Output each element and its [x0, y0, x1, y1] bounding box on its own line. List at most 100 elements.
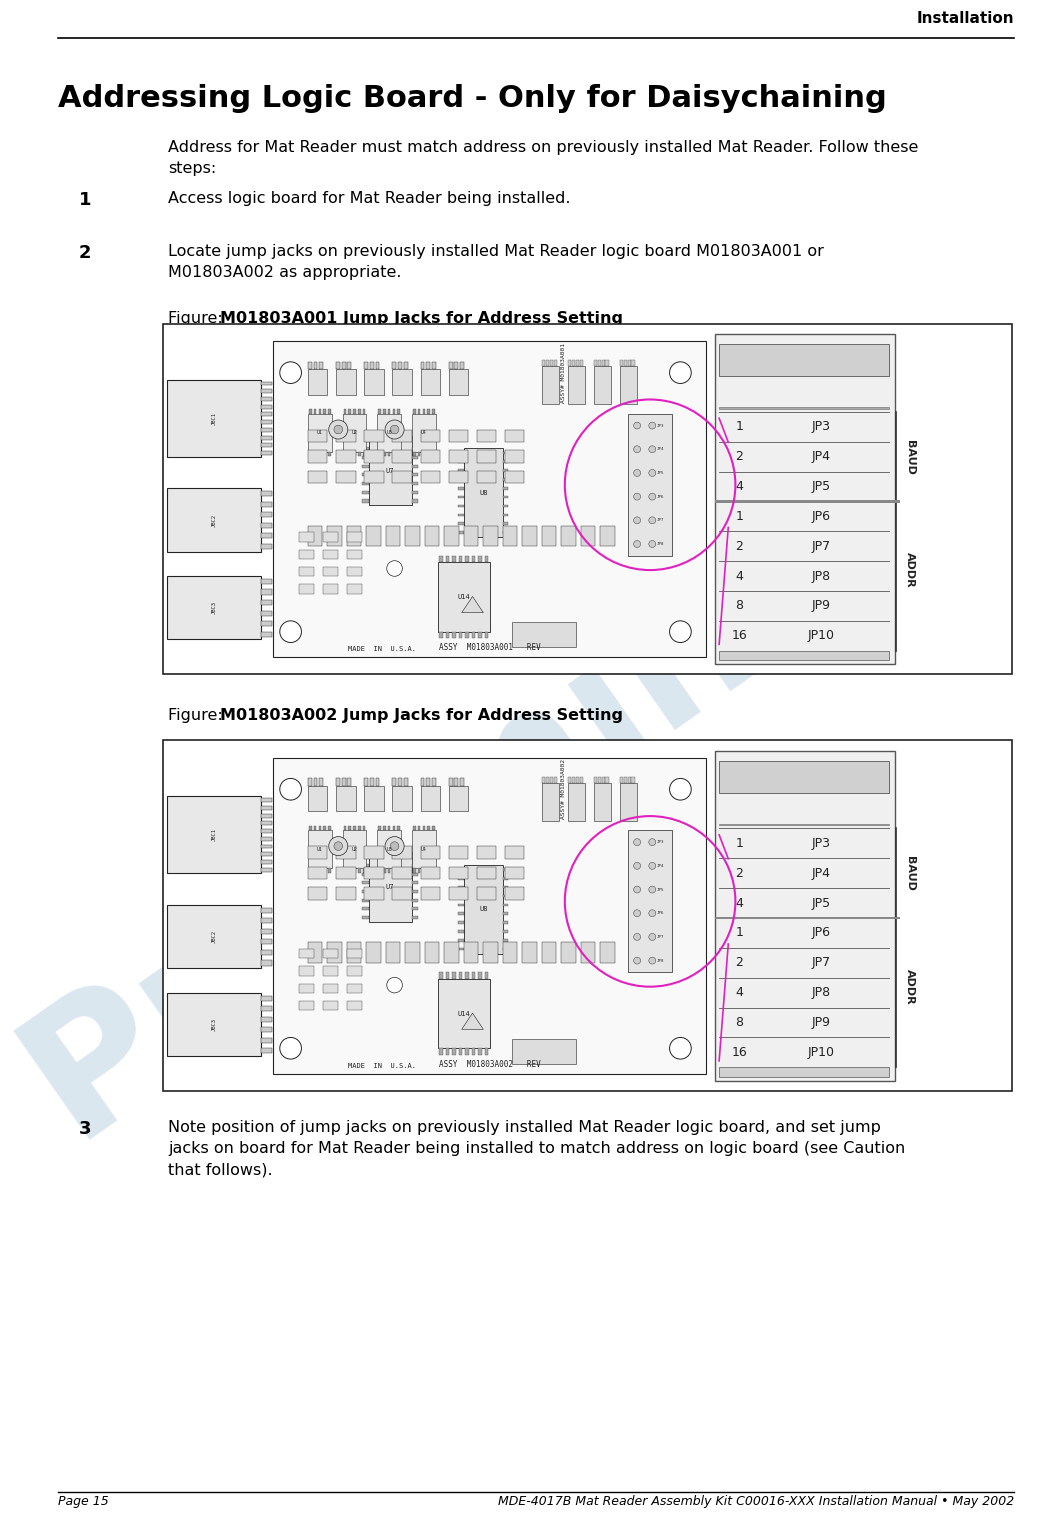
- Bar: [261, 513, 272, 517]
- Bar: [506, 887, 524, 900]
- Bar: [458, 922, 463, 923]
- Bar: [261, 491, 272, 496]
- Bar: [719, 824, 889, 826]
- Bar: [412, 456, 418, 459]
- Bar: [623, 360, 626, 366]
- Bar: [478, 1048, 481, 1054]
- Bar: [432, 452, 435, 456]
- Bar: [458, 522, 463, 525]
- Circle shape: [634, 446, 640, 453]
- Bar: [365, 362, 368, 369]
- Text: 2: 2: [736, 867, 743, 879]
- Bar: [393, 409, 395, 414]
- Bar: [318, 452, 322, 456]
- Bar: [353, 868, 356, 873]
- Bar: [472, 972, 475, 978]
- Bar: [627, 360, 631, 366]
- Bar: [542, 526, 556, 546]
- Bar: [392, 362, 396, 369]
- Bar: [512, 623, 576, 647]
- Bar: [318, 868, 322, 873]
- Text: U7: U7: [386, 884, 394, 890]
- Bar: [554, 360, 557, 366]
- Bar: [502, 922, 509, 923]
- Bar: [550, 360, 553, 366]
- Bar: [367, 526, 380, 546]
- Text: BAUD: BAUD: [905, 856, 915, 891]
- Bar: [412, 899, 418, 902]
- Bar: [163, 324, 1012, 674]
- Bar: [347, 533, 363, 542]
- Bar: [349, 409, 351, 414]
- Bar: [412, 491, 418, 494]
- Bar: [314, 452, 316, 456]
- Text: ADDR: ADDR: [905, 969, 915, 1004]
- Bar: [363, 899, 369, 902]
- Bar: [561, 943, 576, 963]
- Bar: [446, 972, 450, 978]
- Bar: [344, 826, 346, 830]
- Bar: [446, 632, 450, 638]
- Bar: [477, 887, 496, 900]
- Bar: [348, 778, 351, 786]
- Bar: [458, 514, 463, 516]
- Bar: [320, 778, 323, 786]
- Circle shape: [634, 957, 640, 964]
- Bar: [502, 487, 509, 490]
- Bar: [463, 526, 478, 546]
- Bar: [542, 783, 559, 821]
- Text: JP7: JP7: [657, 519, 664, 522]
- Bar: [466, 1048, 469, 1054]
- Circle shape: [334, 426, 343, 433]
- Bar: [581, 943, 595, 963]
- Bar: [568, 360, 571, 366]
- Bar: [261, 420, 272, 424]
- Bar: [427, 362, 430, 369]
- Circle shape: [669, 362, 692, 383]
- Text: JBC2: JBC2: [211, 514, 217, 526]
- Bar: [261, 1048, 272, 1053]
- Bar: [308, 830, 332, 868]
- Bar: [581, 526, 595, 546]
- Text: JP7: JP7: [657, 935, 664, 938]
- Bar: [438, 562, 490, 632]
- Bar: [463, 865, 502, 954]
- Bar: [363, 482, 369, 485]
- Bar: [393, 826, 395, 830]
- Text: U1: U1: [317, 847, 323, 852]
- Bar: [600, 526, 615, 546]
- Circle shape: [669, 621, 692, 642]
- Text: U8: U8: [479, 490, 488, 496]
- Text: Figure:: Figure:: [168, 708, 228, 723]
- Bar: [472, 555, 475, 562]
- Text: JP9: JP9: [811, 600, 830, 612]
- Bar: [308, 786, 328, 812]
- Bar: [392, 867, 412, 879]
- Bar: [370, 778, 374, 786]
- Bar: [423, 868, 425, 873]
- Text: JP5: JP5: [657, 472, 664, 475]
- Bar: [314, 409, 316, 414]
- Bar: [397, 868, 400, 873]
- Bar: [432, 868, 435, 873]
- Bar: [392, 429, 412, 443]
- Bar: [393, 452, 395, 456]
- Bar: [568, 783, 585, 821]
- Bar: [347, 568, 363, 577]
- Bar: [344, 452, 346, 456]
- Bar: [370, 362, 374, 369]
- Circle shape: [634, 862, 640, 870]
- Circle shape: [329, 836, 348, 856]
- Bar: [404, 362, 408, 369]
- Bar: [446, 555, 450, 562]
- Text: 8: 8: [736, 1016, 743, 1029]
- Bar: [261, 435, 272, 439]
- Bar: [397, 409, 400, 414]
- Circle shape: [634, 909, 640, 917]
- Bar: [485, 972, 489, 978]
- Circle shape: [648, 493, 656, 501]
- Bar: [623, 777, 626, 783]
- Bar: [261, 919, 272, 923]
- Text: MADE  IN  U.S.A.: MADE IN U.S.A.: [348, 645, 415, 652]
- Bar: [719, 343, 889, 377]
